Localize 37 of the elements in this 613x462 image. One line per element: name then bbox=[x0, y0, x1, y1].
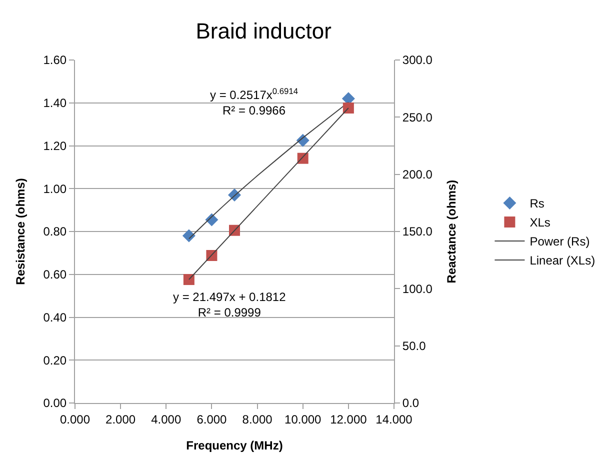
y-axis-title: Resistance (ohms) bbox=[14, 178, 28, 285]
y2-tick-label: 150.0 bbox=[402, 224, 433, 239]
legend-label: Power (Rs) bbox=[530, 234, 590, 249]
y-tick-label: 1.00 bbox=[43, 182, 67, 196]
annotation: y = 0.2517x$^{0.6914}$ R² = 0.9966 bbox=[210, 86, 298, 118]
x-tick-label: 6.000 bbox=[196, 412, 228, 426]
x-tick-label: 8.000 bbox=[242, 412, 273, 426]
annotation: y = 21.497x + 0.1812 R² = 0.9999 bbox=[173, 290, 286, 320]
y-tick-label: 0.20 bbox=[43, 353, 67, 368]
x-tick-label: 2.000 bbox=[106, 412, 136, 426]
y-tick-label: 0.00 bbox=[43, 396, 67, 410]
y-tick-label: 1.40 bbox=[43, 96, 67, 110]
x-tick-label: 0.000 bbox=[60, 412, 90, 426]
chart-title: Braid inductor bbox=[196, 18, 332, 44]
y2-tick-label: 50.0 bbox=[402, 339, 426, 354]
y2-tick-label: 200.0 bbox=[402, 168, 433, 182]
point bbox=[182, 229, 196, 242]
point bbox=[342, 102, 354, 114]
y-tick-label: 1.60 bbox=[43, 53, 67, 68]
y2-axis-title: Reactance (ohms) bbox=[444, 180, 459, 284]
legend-label: Rs bbox=[530, 196, 544, 211]
y2-tick-label: 100.0 bbox=[402, 282, 433, 296]
x-axis-title: Frequency (MHz) bbox=[186, 438, 283, 452]
y2-tick-label: 250.0 bbox=[402, 110, 433, 124]
y-tick-label: 0.40 bbox=[43, 310, 67, 324]
x-tick-label: 14.000 bbox=[376, 412, 413, 426]
x-tick-label: 12.000 bbox=[330, 412, 368, 426]
y-tick-label: 1.20 bbox=[43, 138, 67, 153]
y-tick-label: 0.60 bbox=[43, 268, 67, 282]
y-tick-label: 0.80 bbox=[43, 224, 67, 239]
legend-label: XLs bbox=[530, 216, 550, 230]
x-tick-label: 4.000 bbox=[151, 412, 182, 426]
y2-tick-label: 0.0 bbox=[402, 396, 420, 410]
y2-tick-label: 300.0 bbox=[402, 53, 433, 68]
x-tick-label: 10.000 bbox=[284, 412, 322, 426]
legend-label: Linear (XLs) bbox=[530, 254, 596, 268]
point bbox=[183, 274, 194, 286]
